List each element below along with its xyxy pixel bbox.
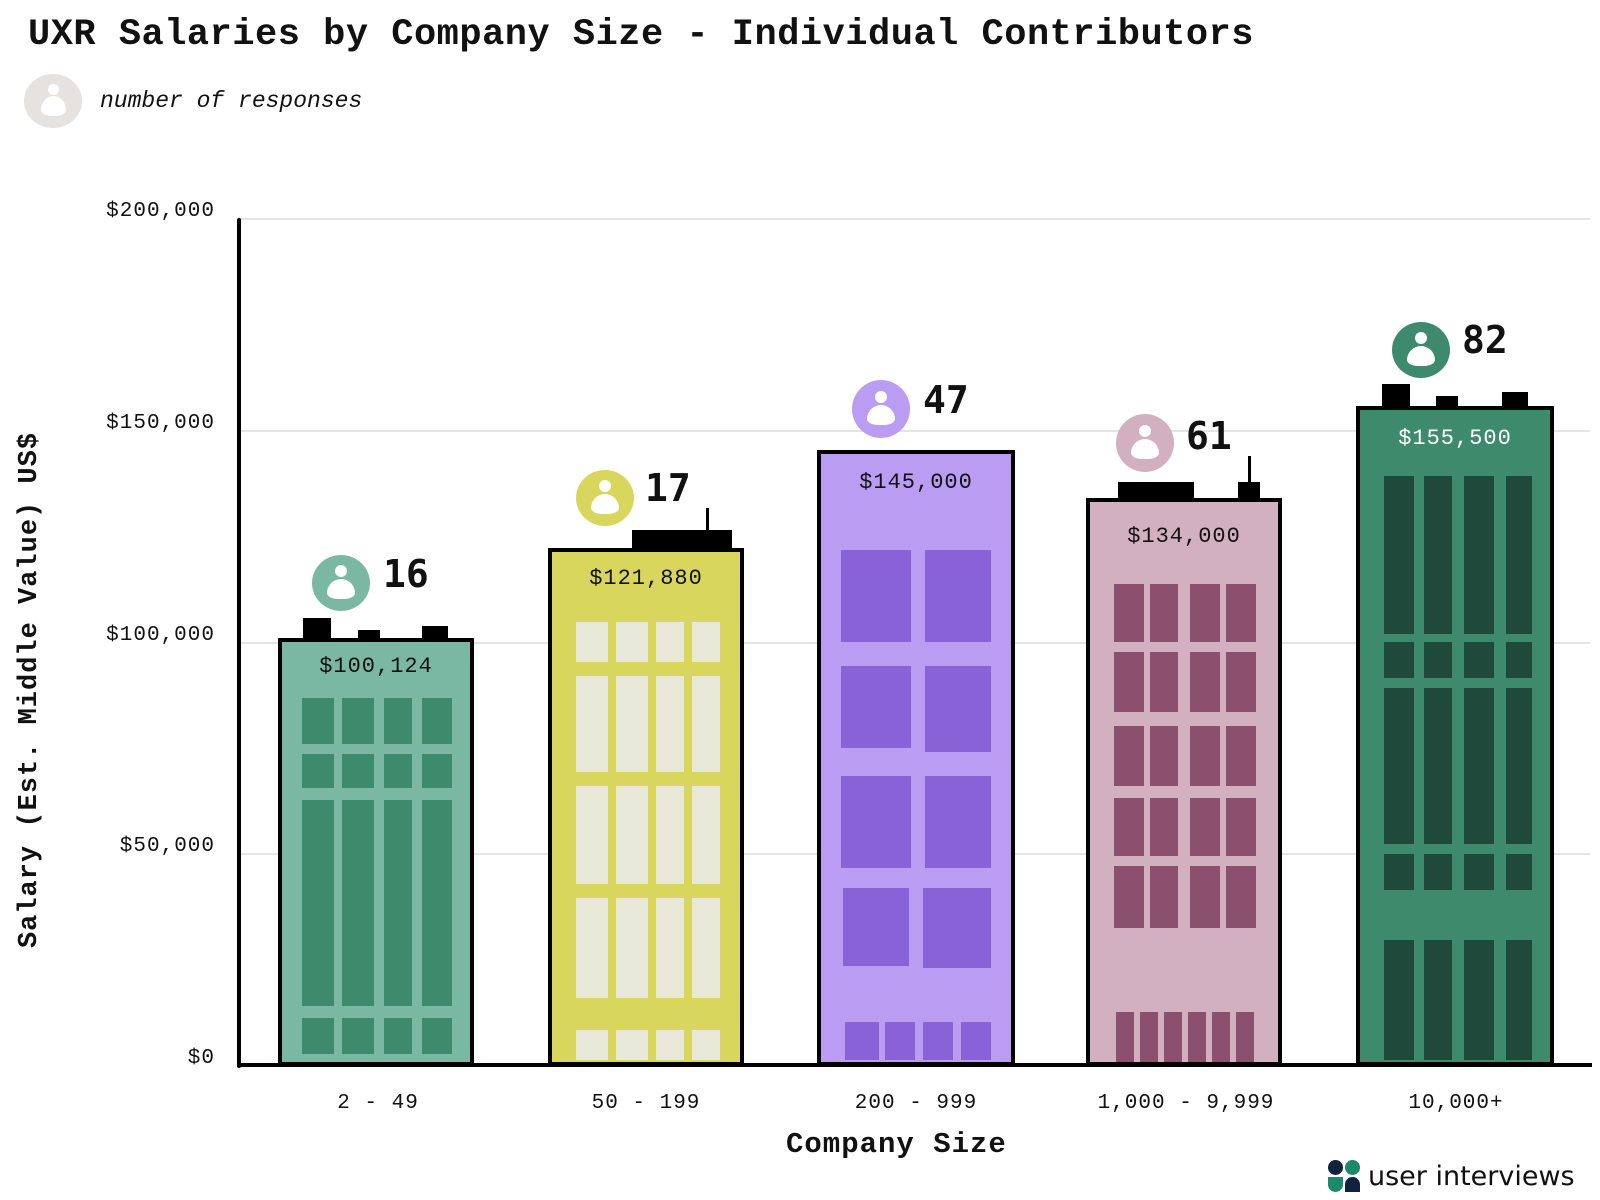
x-tick: 10,000+ (1408, 1092, 1504, 1115)
gridline-200000 (240, 218, 1590, 220)
x-tick: 50 - 199 (591, 1092, 701, 1115)
person-icon (312, 555, 370, 611)
y-axis-label: Salary (Est. Middle Value) US$ (15, 431, 45, 949)
value-label: $155,500 (1398, 426, 1512, 451)
roof-block (1382, 384, 1410, 408)
x-tick: 2 - 49 (337, 1092, 419, 1115)
y-tick: $150,000 (106, 412, 215, 435)
brand-name: user interviews (1368, 1160, 1575, 1192)
roof-block (422, 626, 448, 640)
person-icon (852, 380, 910, 438)
person-icon (24, 74, 82, 128)
person-icon (1116, 414, 1174, 472)
roof-block (1238, 482, 1260, 500)
y-axis (237, 218, 241, 1068)
antenna (706, 508, 709, 532)
chart-title: UXR Salaries by Company Size - Individua… (28, 14, 1254, 56)
person-icon (1392, 322, 1450, 378)
gridline-150000 (240, 430, 1590, 432)
x-tick: 200 - 999 (854, 1092, 978, 1115)
bar-200-999[interactable]: $145,000 (817, 450, 1015, 1066)
roof-block (1118, 482, 1194, 500)
bar-2-49[interactable]: $100,124 (278, 638, 474, 1066)
y-tick: $50,000 (119, 835, 215, 858)
bar-50-199[interactable]: $121,880 (548, 548, 744, 1066)
person-icon (576, 470, 634, 526)
response-count: 61 (1186, 414, 1232, 458)
y-tick: $0 (187, 1047, 215, 1070)
roof-block (1502, 392, 1528, 408)
x-axis (237, 1063, 1592, 1067)
roof-block (1436, 396, 1458, 408)
roof-block (358, 630, 380, 640)
value-label: $134,000 (1127, 524, 1241, 549)
response-count: 16 (383, 552, 429, 596)
response-count: 47 (923, 378, 969, 422)
response-count: 17 (645, 466, 691, 510)
legend: number of responses (24, 74, 362, 128)
value-label: $145,000 (859, 470, 973, 495)
value-label: $121,880 (589, 566, 703, 591)
y-tick: $200,000 (106, 200, 215, 223)
brand-logo: user interviews (1328, 1160, 1575, 1192)
legend-label: number of responses (100, 88, 363, 114)
value-label: $100,124 (319, 654, 433, 679)
roof-block (632, 530, 732, 550)
x-tick: 1,000 - 9,999 (1097, 1092, 1275, 1115)
response-count: 82 (1462, 318, 1508, 362)
y-tick: $100,000 (106, 624, 215, 647)
bar-10000-plus[interactable]: $155,500 (1356, 406, 1554, 1066)
antenna (1248, 456, 1251, 484)
user-interviews-logo-icon (1328, 1160, 1360, 1192)
bar-1000-9999[interactable]: $134,000 (1086, 498, 1282, 1066)
x-axis-label: Company Size (786, 1128, 1007, 1161)
roof-block (303, 618, 331, 640)
